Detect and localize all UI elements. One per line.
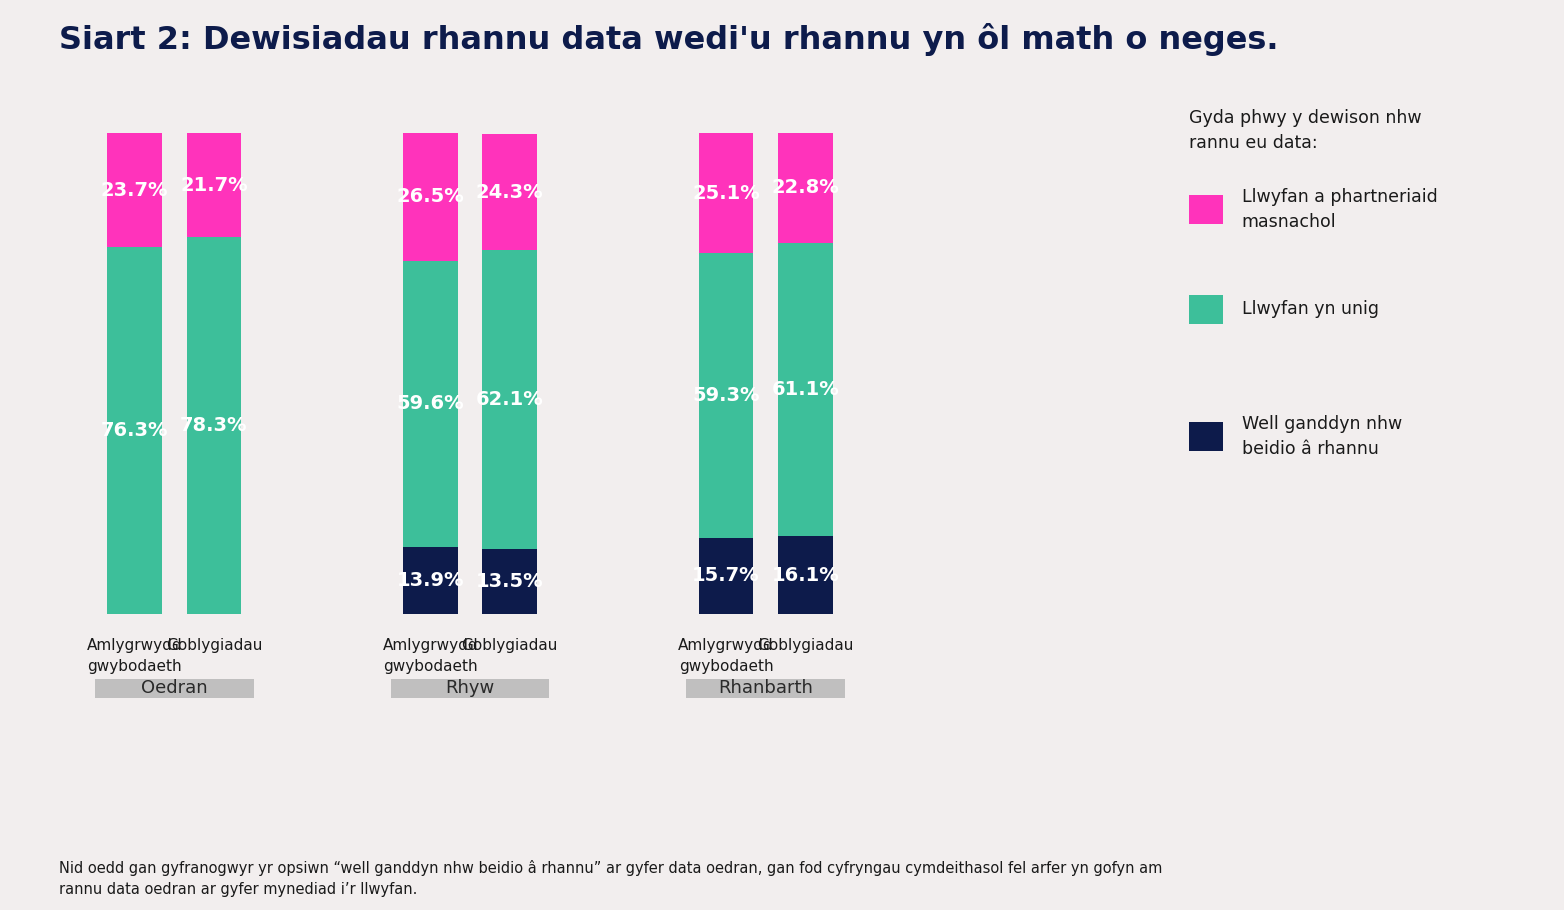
- Text: Llwyfan a phartneriaid
masnachol: Llwyfan a phartneriaid masnachol: [1242, 187, 1437, 231]
- Bar: [108, 248, 163, 613]
- Text: Goblygiadau: Goblygiadau: [166, 638, 263, 652]
- Text: 61.1%: 61.1%: [771, 380, 840, 399]
- Text: 21.7%: 21.7%: [180, 176, 247, 195]
- Text: Gyda phwy y dewison nhw
rannu eu data:: Gyda phwy y dewison nhw rannu eu data:: [1189, 109, 1422, 152]
- Text: Goblygiadau: Goblygiadau: [461, 638, 558, 652]
- Text: 15.7%: 15.7%: [693, 567, 760, 585]
- Bar: [404, 260, 458, 547]
- Bar: [404, 547, 458, 613]
- Text: Amlygrwydd
gwybodaeth: Amlygrwydd gwybodaeth: [88, 638, 183, 673]
- Text: 76.3%: 76.3%: [102, 421, 169, 440]
- Bar: [699, 133, 754, 253]
- Text: Amlygrwydd
gwybodaeth: Amlygrwydd gwybodaeth: [383, 638, 479, 673]
- Text: Rhyw: Rhyw: [446, 679, 494, 697]
- Bar: [482, 250, 536, 549]
- Bar: [777, 536, 832, 613]
- Text: 23.7%: 23.7%: [102, 181, 169, 199]
- Bar: [482, 549, 536, 613]
- Text: Nid oedd gan gyfranogwyr yr opsiwn “well ganddyn nhw beidio â rhannu” ar gyfer d: Nid oedd gan gyfranogwyr yr opsiwn “well…: [59, 860, 1162, 897]
- Bar: [699, 539, 754, 613]
- Text: 24.3%: 24.3%: [475, 183, 543, 202]
- Text: Siart 2: Dewisiadau rhannu data wedi'u rhannu yn ôl math o neges.: Siart 2: Dewisiadau rhannu data wedi'u r…: [59, 23, 1279, 56]
- Text: Oedran: Oedran: [141, 679, 208, 697]
- Text: 78.3%: 78.3%: [180, 416, 247, 435]
- Bar: [777, 243, 832, 536]
- Bar: [186, 133, 241, 238]
- Text: Goblygiadau: Goblygiadau: [757, 638, 854, 652]
- Text: Well ganddyn nhw
beidio â rhannu: Well ganddyn nhw beidio â rhannu: [1242, 415, 1401, 459]
- Bar: [699, 253, 754, 539]
- Text: 13.9%: 13.9%: [397, 571, 465, 590]
- Text: Rhanbarth: Rhanbarth: [718, 679, 813, 697]
- Text: Amlygrwydd
gwybodaeth: Amlygrwydd gwybodaeth: [679, 638, 774, 673]
- Text: 59.3%: 59.3%: [693, 387, 760, 405]
- Text: 62.1%: 62.1%: [475, 390, 544, 410]
- Bar: [404, 133, 458, 260]
- Text: 16.1%: 16.1%: [771, 565, 840, 584]
- Bar: [186, 238, 241, 613]
- Text: Llwyfan yn unig: Llwyfan yn unig: [1242, 300, 1379, 318]
- Text: 13.5%: 13.5%: [475, 571, 543, 591]
- Bar: [108, 133, 163, 248]
- Text: 22.8%: 22.8%: [771, 178, 840, 197]
- Bar: [777, 133, 832, 243]
- Bar: [482, 134, 536, 250]
- Text: 59.6%: 59.6%: [397, 394, 465, 413]
- Bar: [95, 679, 253, 698]
- Bar: [391, 679, 549, 698]
- Text: 25.1%: 25.1%: [691, 184, 760, 203]
- Text: 26.5%: 26.5%: [396, 187, 465, 207]
- Bar: [687, 679, 845, 698]
